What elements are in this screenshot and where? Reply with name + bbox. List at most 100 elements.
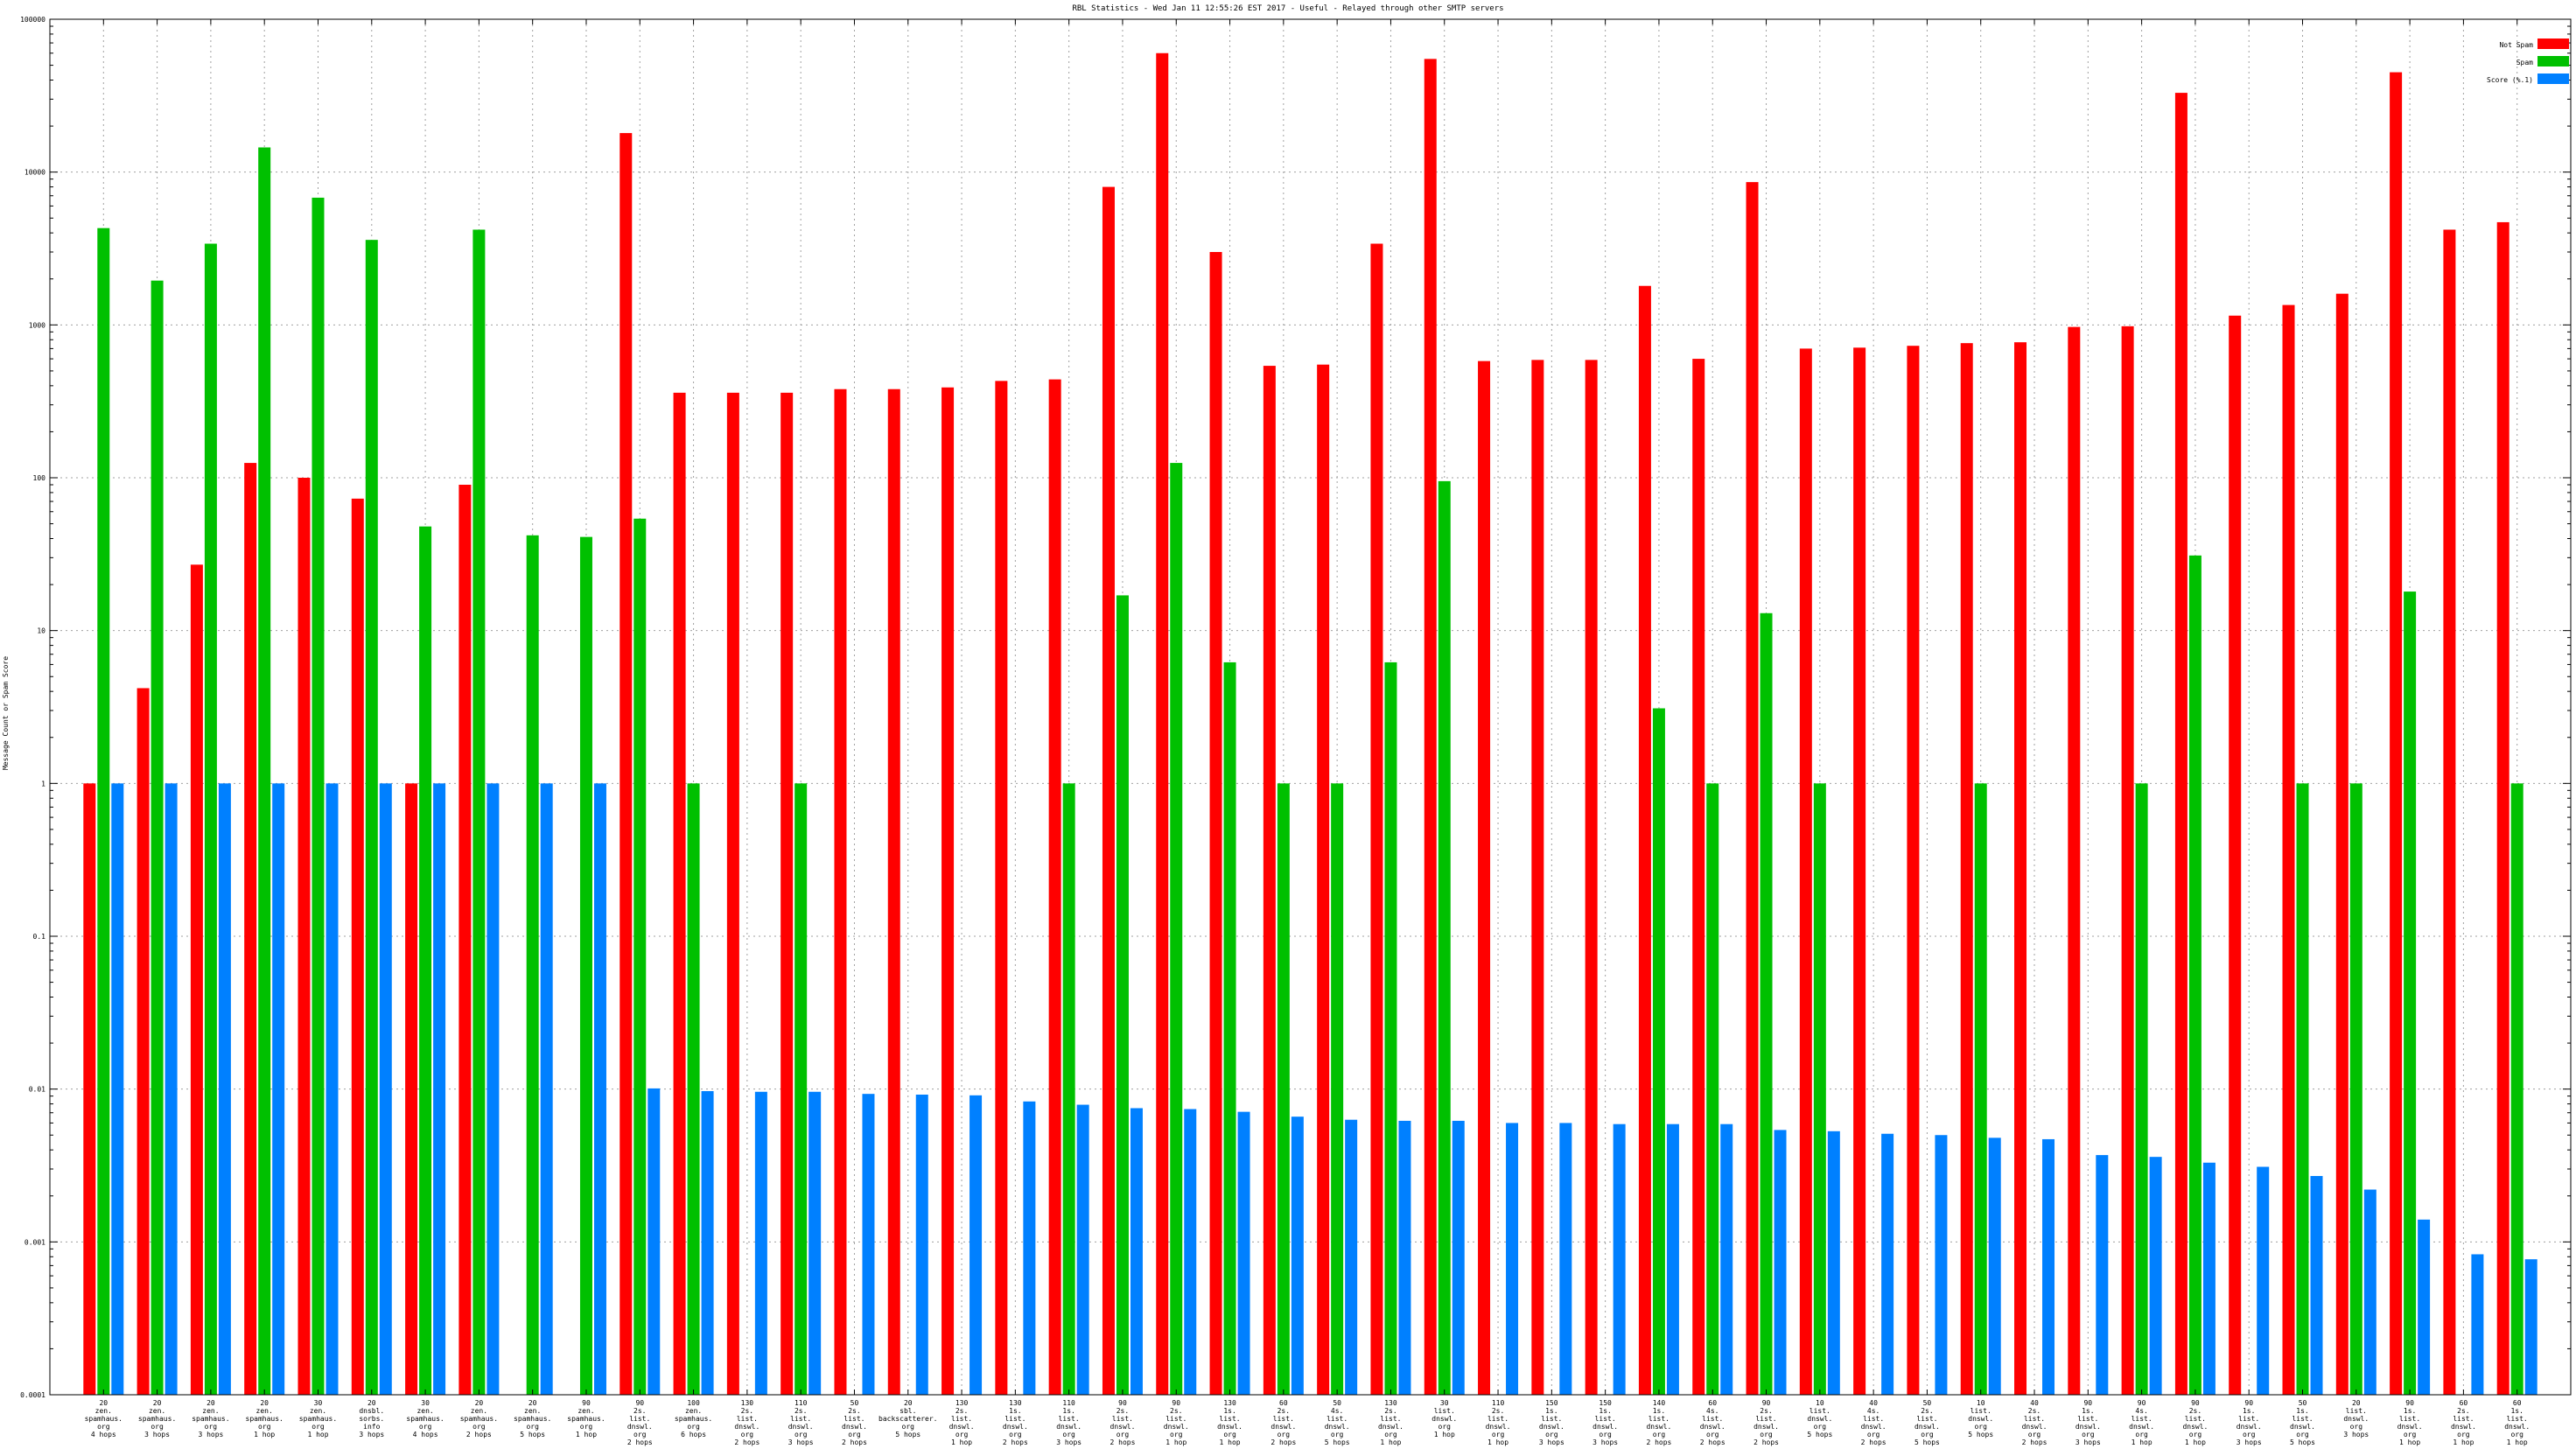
- bar: [579, 536, 592, 1395]
- bar: [808, 1091, 822, 1395]
- x-category-label: 10 list. dnswl. org 5 hops: [1807, 1399, 1832, 1438]
- bar: [472, 229, 486, 1396]
- bar: [1706, 783, 1719, 1395]
- bar: [1062, 783, 1075, 1395]
- x-category-label: 40 2s. list. dnswl. org 2 hops: [2022, 1399, 2048, 1446]
- bar: [1666, 1124, 1679, 1395]
- x-category-label-line: dnswl.: [1432, 1415, 1457, 1423]
- bar: [1720, 1124, 1733, 1395]
- x-category-label-line: 1 hop: [307, 1431, 328, 1438]
- x-category-label-line: zen.: [202, 1407, 219, 1415]
- bar: [1907, 346, 1920, 1395]
- x-category-label-line: org: [1760, 1431, 1773, 1438]
- x-category-label-line: list.: [1380, 1415, 1401, 1423]
- bar: [2310, 1175, 2323, 1395]
- bar: [1827, 1130, 1840, 1395]
- x-category-label-line: 130: [1009, 1399, 1022, 1407]
- x-category-label-line: list.: [1488, 1415, 1508, 1423]
- x-category-label-line: zen.: [95, 1407, 112, 1415]
- x-category-label-line: list.: [1810, 1407, 1830, 1415]
- x-category-label-line: 4s.: [1867, 1407, 1880, 1415]
- legend-label: Score (%.1): [2487, 76, 2533, 84]
- x-category-label-line: org: [1653, 1431, 1666, 1438]
- x-category-label: 90 zen. spamhaus. org 1 hop: [567, 1399, 605, 1438]
- bar: [834, 388, 847, 1395]
- bar: [1424, 59, 1437, 1396]
- bar: [1398, 1120, 1411, 1395]
- bar: [83, 783, 96, 1395]
- x-category-label-line: 1s.: [1009, 1407, 1021, 1415]
- x-category-label: 20 zen. spamhaus. org 4 hops: [85, 1399, 122, 1438]
- bar: [2471, 1254, 2484, 1395]
- x-category-label: 20 zen. spamhaus. org 1 hop: [246, 1399, 284, 1438]
- bar: [2202, 1162, 2216, 1395]
- x-category-label-line: 100: [687, 1399, 700, 1407]
- x-category-label-line: org: [956, 1431, 969, 1438]
- x-category-label-line: dnswl.: [2022, 1423, 2048, 1431]
- x-category-label-line: 2s.: [2028, 1407, 2040, 1415]
- x-category-label: 90 2s. list. dnswl. org 2 hops: [1754, 1399, 1779, 1446]
- x-category-label-line: 2 hops: [1700, 1438, 1726, 1446]
- x-category-label-line: org: [97, 1423, 110, 1431]
- bar: [164, 783, 178, 1395]
- x-category-label-line: 90: [635, 1399, 644, 1407]
- x-category-label-line: dnswl.: [1861, 1423, 1886, 1431]
- x-category-label-line: dnswl.: [2182, 1423, 2208, 1431]
- x-category-label: 130 2s. list. dnswl. org 1 hop: [949, 1399, 975, 1446]
- x-category-label-line: 2 hops: [1270, 1438, 1296, 1446]
- x-category-label-line: spamhaus.: [192, 1415, 229, 1423]
- x-category-label-line: 2 hops: [466, 1431, 492, 1438]
- legend-label: Not Spam: [2499, 41, 2533, 49]
- x-category-label-line: 20: [475, 1399, 484, 1407]
- x-category-label-line: 5 hops: [2290, 1438, 2315, 1446]
- x-category-label-line: zen.: [578, 1407, 594, 1415]
- x-category-label-line: 1 hop: [2399, 1438, 2420, 1446]
- x-category-label-line: zen.: [685, 1407, 702, 1415]
- bar: [754, 1091, 767, 1395]
- bar: [365, 240, 378, 1396]
- x-category-label-line: 2 hops: [627, 1438, 653, 1446]
- bar: [190, 564, 203, 1395]
- x-category-label-line: 1s.: [2296, 1407, 2308, 1415]
- x-category-label-line: 1 hop: [254, 1431, 275, 1438]
- x-category-label-line: list.: [1059, 1415, 1080, 1423]
- x-category-label-line: list.: [1702, 1415, 1723, 1423]
- x-category-label-line: 20: [99, 1399, 108, 1407]
- x-category-label: 90 1s. list. dnswl. org 3 hops: [2236, 1399, 2262, 1446]
- bar: [1974, 783, 1987, 1395]
- bar: [1438, 480, 1451, 1396]
- x-category-label-line: list.: [1273, 1415, 1294, 1423]
- bar: [1613, 1124, 1626, 1395]
- x-category-label-line: spamhaus.: [460, 1415, 498, 1423]
- y-tick-label: 10: [37, 627, 46, 635]
- x-category-label-line: 4s.: [2135, 1407, 2147, 1415]
- x-category-label-line: 40: [1869, 1399, 1878, 1407]
- bar: [942, 387, 955, 1395]
- bar: [593, 783, 606, 1395]
- x-category-label-line: list.: [2238, 1415, 2259, 1423]
- x-category-label-line: 2s.: [956, 1407, 968, 1415]
- x-category-label-line: 1 hop: [1434, 1431, 1455, 1438]
- x-category-label-line: 1s.: [1062, 1407, 1074, 1415]
- x-category-label: 20 zen. spamhaus. org 3 hops: [138, 1399, 176, 1438]
- x-category-label-line: list.: [737, 1415, 758, 1423]
- x-category-label-line: 20: [153, 1399, 162, 1407]
- y-axis-ticks: 0.0001 0.001 0.01 0.1 1 10 100 1000 10000 100000: [20, 16, 2571, 1399]
- x-category-label-line: 10: [1816, 1399, 1824, 1407]
- x-category-label-line: zen.: [471, 1407, 487, 1415]
- bar: [136, 688, 150, 1395]
- x-category-label: 130 2s. list. dnswl. org 2 hops: [734, 1399, 760, 1446]
- x-category-label-line: org: [2189, 1431, 2202, 1438]
- x-category-label-line: 1s.: [1653, 1407, 1665, 1415]
- bar: [150, 280, 164, 1395]
- x-category-label-line: list.: [2132, 1415, 2152, 1423]
- x-category-label-line: spamhaus.: [138, 1415, 176, 1423]
- x-category-label-line: 6 hops: [681, 1431, 706, 1438]
- x-category-label-line: 3 hops: [2076, 1438, 2101, 1446]
- y-tick-label: 100000: [20, 16, 46, 24]
- x-category-label: 150 1s. list. dnswl. org 3 hops: [1592, 1399, 1618, 1446]
- bar: [1559, 1123, 1572, 1395]
- bar: [298, 478, 311, 1395]
- bar: [1184, 1109, 1197, 1395]
